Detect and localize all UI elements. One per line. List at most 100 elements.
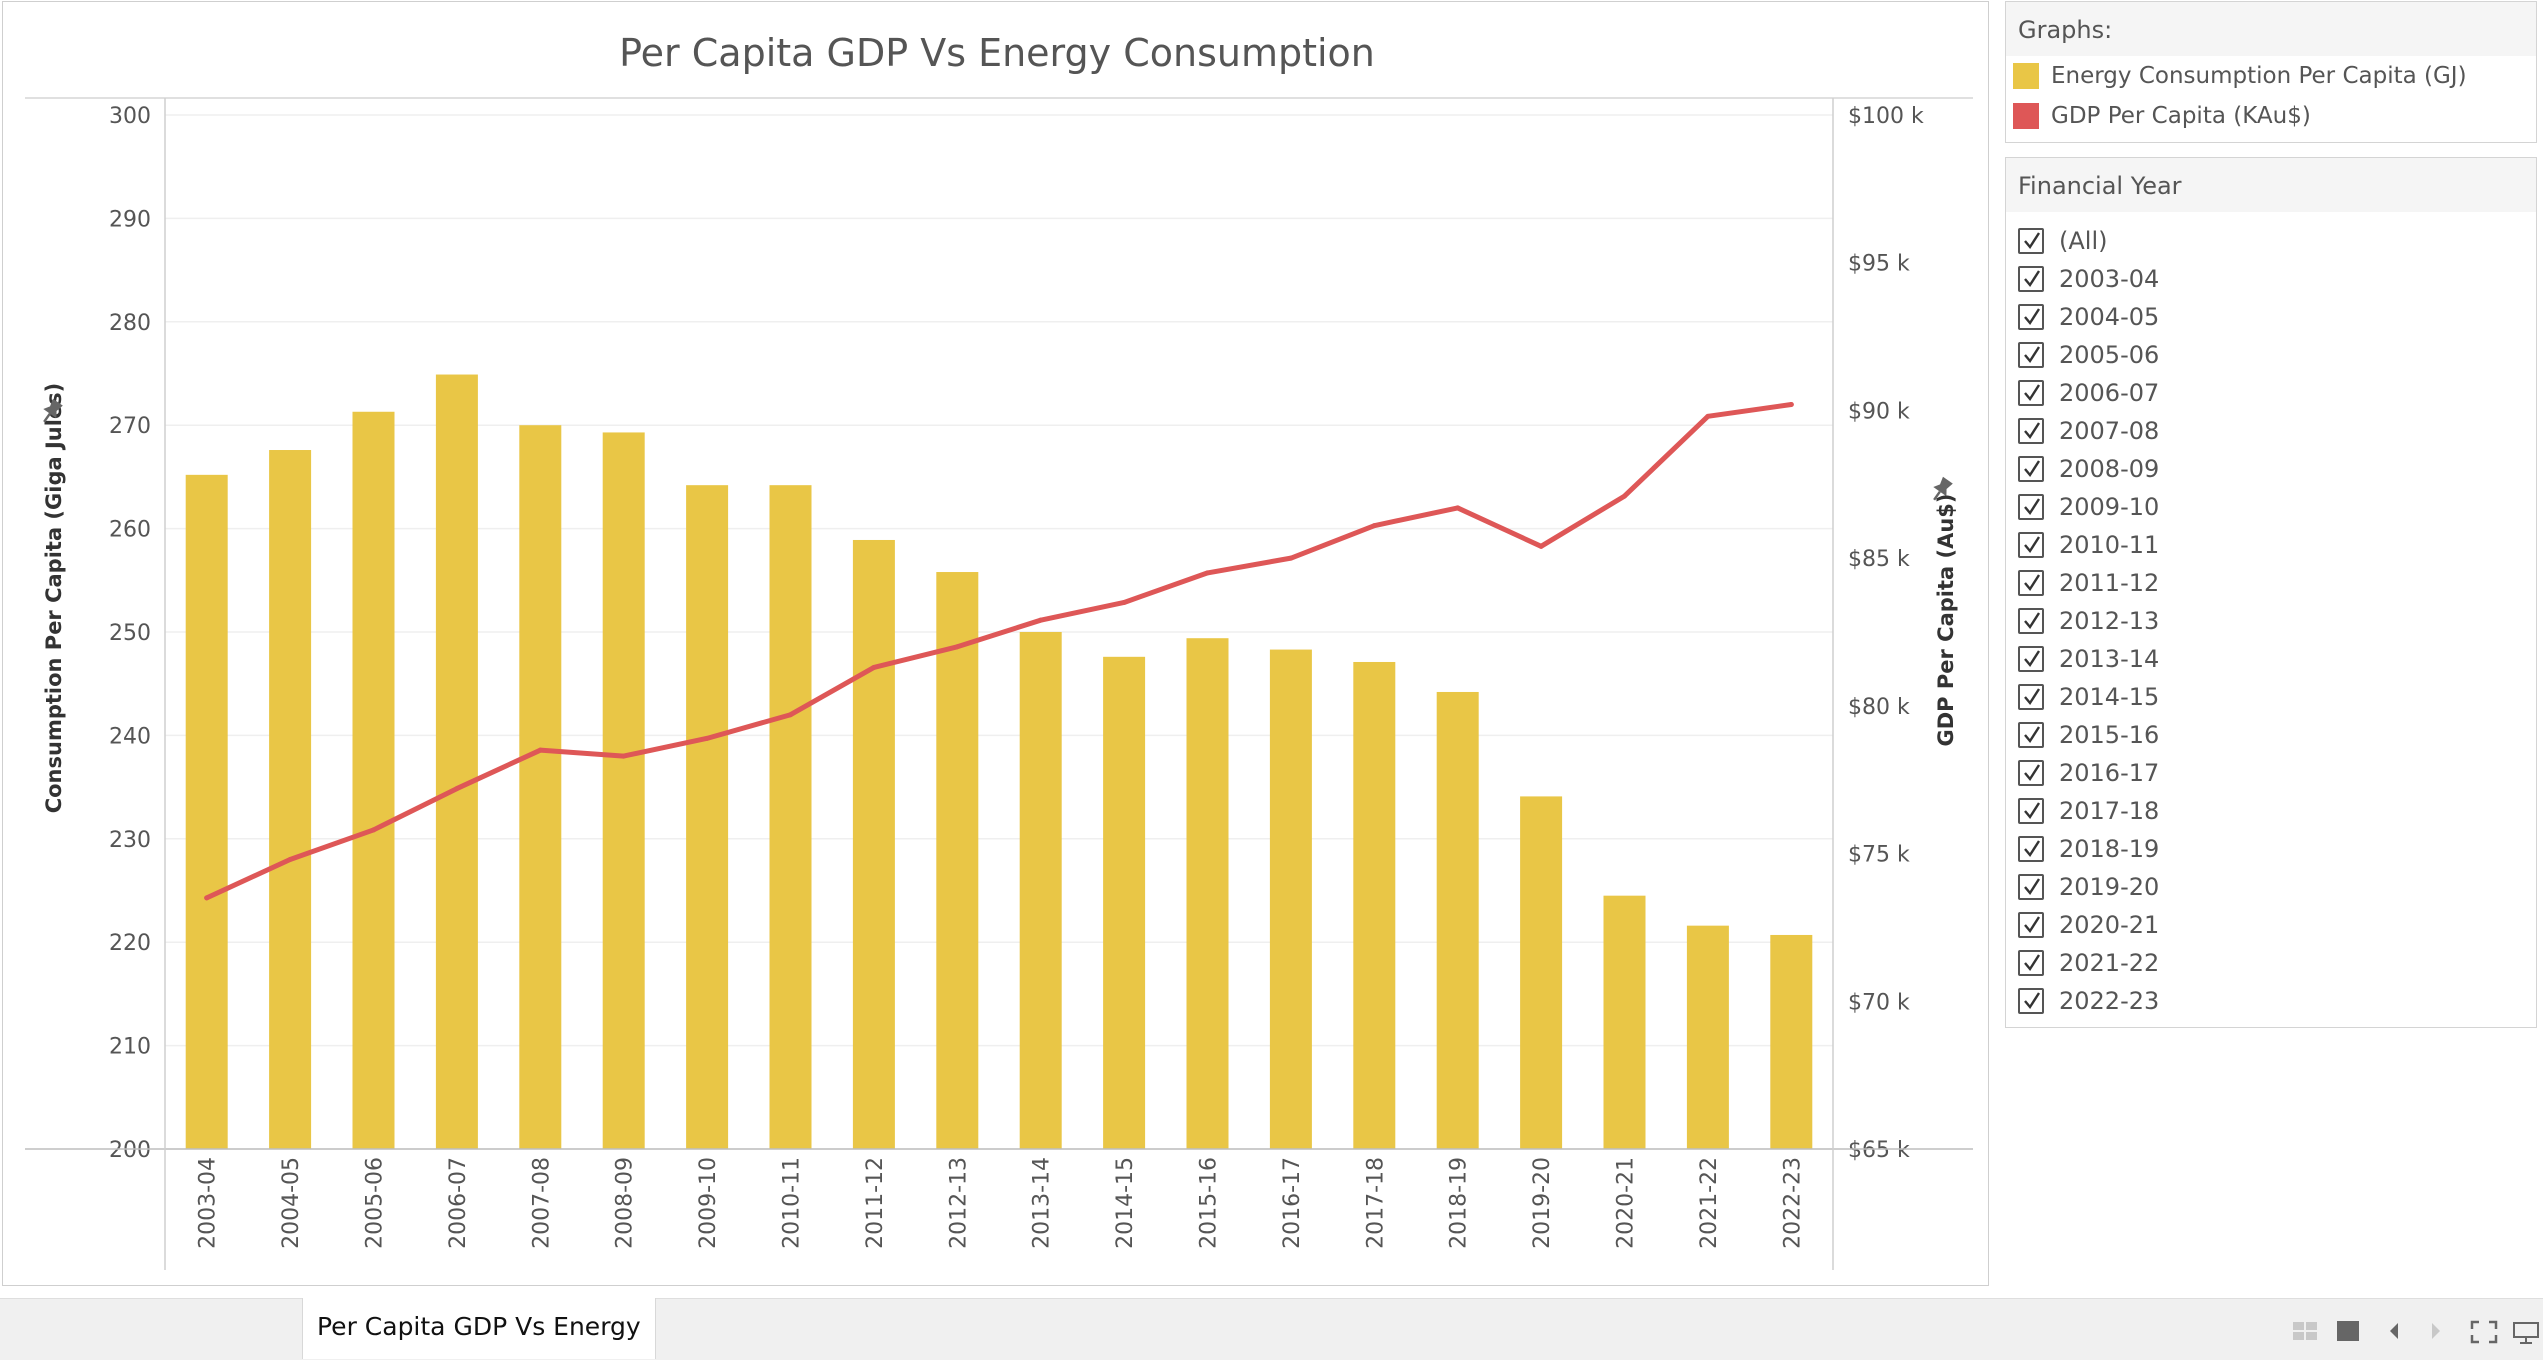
- gdp-point[interactable]: [204, 895, 210, 901]
- filter-item[interactable]: 2003-04: [2006, 260, 2536, 298]
- filter-item[interactable]: 2019-20: [2006, 868, 2536, 906]
- energy-bar[interactable]: [1686, 925, 1729, 1149]
- checkbox-checked-icon[interactable]: [2018, 760, 2044, 786]
- checkbox-checked-icon[interactable]: [2018, 228, 2044, 254]
- checkbox-checked-icon[interactable]: [2018, 684, 2044, 710]
- gdp-point[interactable]: [1788, 402, 1794, 408]
- filter-item[interactable]: 2007-08: [2006, 412, 2536, 450]
- legend-item-energy[interactable]: Energy Consumption Per Capita (GJ): [2006, 56, 2536, 96]
- checkbox-checked-icon[interactable]: [2018, 570, 2044, 596]
- energy-bar[interactable]: [686, 485, 729, 1149]
- gdp-point[interactable]: [871, 664, 877, 670]
- filter-item-label: 2014-15: [2059, 683, 2160, 711]
- gdp-line[interactable]: [204, 402, 1794, 901]
- filter-item[interactable]: 2018-19: [2006, 830, 2536, 868]
- energy-bar[interactable]: [1603, 895, 1646, 1149]
- energy-bar[interactable]: [1103, 656, 1146, 1149]
- checkbox-checked-icon[interactable]: [2018, 950, 2044, 976]
- gdp-point[interactable]: [1288, 555, 1294, 561]
- filter-item[interactable]: 2020-21: [2006, 906, 2536, 944]
- checkbox-checked-icon[interactable]: [2018, 798, 2044, 824]
- checkbox-checked-icon[interactable]: [2018, 532, 2044, 558]
- filter-item[interactable]: 2016-17: [2006, 754, 2536, 792]
- energy-bar[interactable]: [1269, 649, 1312, 1149]
- checkbox-checked-icon[interactable]: [2018, 266, 2044, 292]
- checkbox-checked-icon[interactable]: [2018, 418, 2044, 444]
- x-tick-label: 2020-21: [1614, 1157, 1639, 1249]
- gdp-point[interactable]: [788, 712, 793, 718]
- filter-item[interactable]: 2010-11: [2006, 526, 2536, 564]
- checkbox-checked-icon[interactable]: [2018, 342, 2044, 368]
- filter-item[interactable]: 2009-10: [2006, 488, 2536, 526]
- gdp-point[interactable]: [704, 735, 710, 741]
- checkbox-checked-icon[interactable]: [2018, 608, 2044, 634]
- energy-bar[interactable]: [1520, 796, 1563, 1149]
- filter-item[interactable]: 2004-05: [2006, 298, 2536, 336]
- energy-bar[interactable]: [269, 450, 312, 1149]
- filter-item[interactable]: 2017-18: [2006, 792, 2536, 830]
- filter-item[interactable]: 2008-09: [2006, 450, 2536, 488]
- gdp-point[interactable]: [621, 753, 627, 759]
- checkbox-checked-icon[interactable]: [2018, 874, 2044, 900]
- energy-bar[interactable]: [936, 572, 979, 1149]
- energy-bar[interactable]: [1353, 661, 1396, 1149]
- filter-item[interactable]: 2013-14: [2006, 640, 2536, 678]
- energy-bar[interactable]: [1019, 632, 1062, 1149]
- checkbox-checked-icon[interactable]: [2018, 456, 2044, 482]
- filter-item[interactable]: 2006-07: [2006, 374, 2536, 412]
- checkbox-checked-icon[interactable]: [2018, 988, 2044, 1014]
- gdp-point[interactable]: [1205, 570, 1210, 576]
- gdp-point[interactable]: [1705, 413, 1711, 419]
- filter-item[interactable]: 2012-13: [2006, 602, 2536, 640]
- checkbox-checked-icon[interactable]: [2018, 380, 2044, 406]
- gdp-point[interactable]: [1371, 523, 1377, 529]
- line-series[interactable]: [204, 402, 1794, 901]
- gdp-point[interactable]: [454, 786, 460, 792]
- axes: [25, 97, 1973, 1270]
- energy-bar[interactable]: [519, 425, 562, 1149]
- gdp-point[interactable]: [1121, 599, 1127, 605]
- checkbox-checked-icon[interactable]: [2018, 836, 2044, 862]
- gdp-point[interactable]: [1455, 505, 1461, 511]
- filter-item[interactable]: 2021-22: [2006, 944, 2536, 982]
- gdp-point[interactable]: [1538, 543, 1544, 549]
- checkbox-checked-icon[interactable]: [2018, 912, 2044, 938]
- sheet-tab[interactable]: Per Capita GDP Vs Energy: [302, 1298, 656, 1359]
- next-icon[interactable]: [2428, 1320, 2444, 1342]
- gdp-point[interactable]: [537, 747, 543, 753]
- presentation-icon[interactable]: [2512, 1320, 2540, 1344]
- energy-bar[interactable]: [1186, 638, 1229, 1149]
- gdp-point[interactable]: [1622, 493, 1627, 499]
- energy-bar[interactable]: [769, 485, 812, 1149]
- filter-item[interactable]: 2014-15: [2006, 678, 2536, 716]
- single-view-icon[interactable]: [2336, 1320, 2360, 1342]
- energy-bar[interactable]: [435, 374, 478, 1149]
- energy-bar[interactable]: [602, 432, 645, 1149]
- previous-icon[interactable]: [2386, 1320, 2402, 1342]
- energy-bar[interactable]: [185, 474, 228, 1149]
- energy-bar[interactable]: [352, 411, 395, 1149]
- gdp-point[interactable]: [287, 856, 293, 862]
- left-axis-pin-icon[interactable]: [38, 398, 65, 427]
- filter-item[interactable]: (All): [2006, 222, 2536, 260]
- bar-series[interactable]: [185, 374, 1813, 1149]
- filter-item[interactable]: 2005-06: [2006, 336, 2536, 374]
- checkbox-checked-icon[interactable]: [2018, 494, 2044, 520]
- energy-bar[interactable]: [1770, 934, 1813, 1149]
- energy-bar[interactable]: [1436, 691, 1479, 1149]
- filter-item[interactable]: 2015-16: [2006, 716, 2536, 754]
- legend-title: Graphs:: [2006, 2, 2536, 56]
- right-axis-pin-icon[interactable]: [1928, 476, 1955, 505]
- filter-item[interactable]: 2022-23: [2006, 982, 2536, 1020]
- legend-item-gdp[interactable]: GDP Per Capita (KAu$): [2006, 96, 2536, 136]
- gdp-point[interactable]: [371, 827, 376, 833]
- filter-item[interactable]: 2011-12: [2006, 564, 2536, 602]
- grid-view-icon[interactable]: [2292, 1320, 2318, 1342]
- energy-bar[interactable]: [852, 539, 895, 1149]
- fullscreen-icon[interactable]: [2470, 1320, 2498, 1344]
- checkbox-checked-icon[interactable]: [2018, 304, 2044, 330]
- checkbox-checked-icon[interactable]: [2018, 722, 2044, 748]
- gdp-point[interactable]: [1038, 617, 1044, 623]
- gdp-point[interactable]: [954, 644, 960, 650]
- checkbox-checked-icon[interactable]: [2018, 646, 2044, 672]
